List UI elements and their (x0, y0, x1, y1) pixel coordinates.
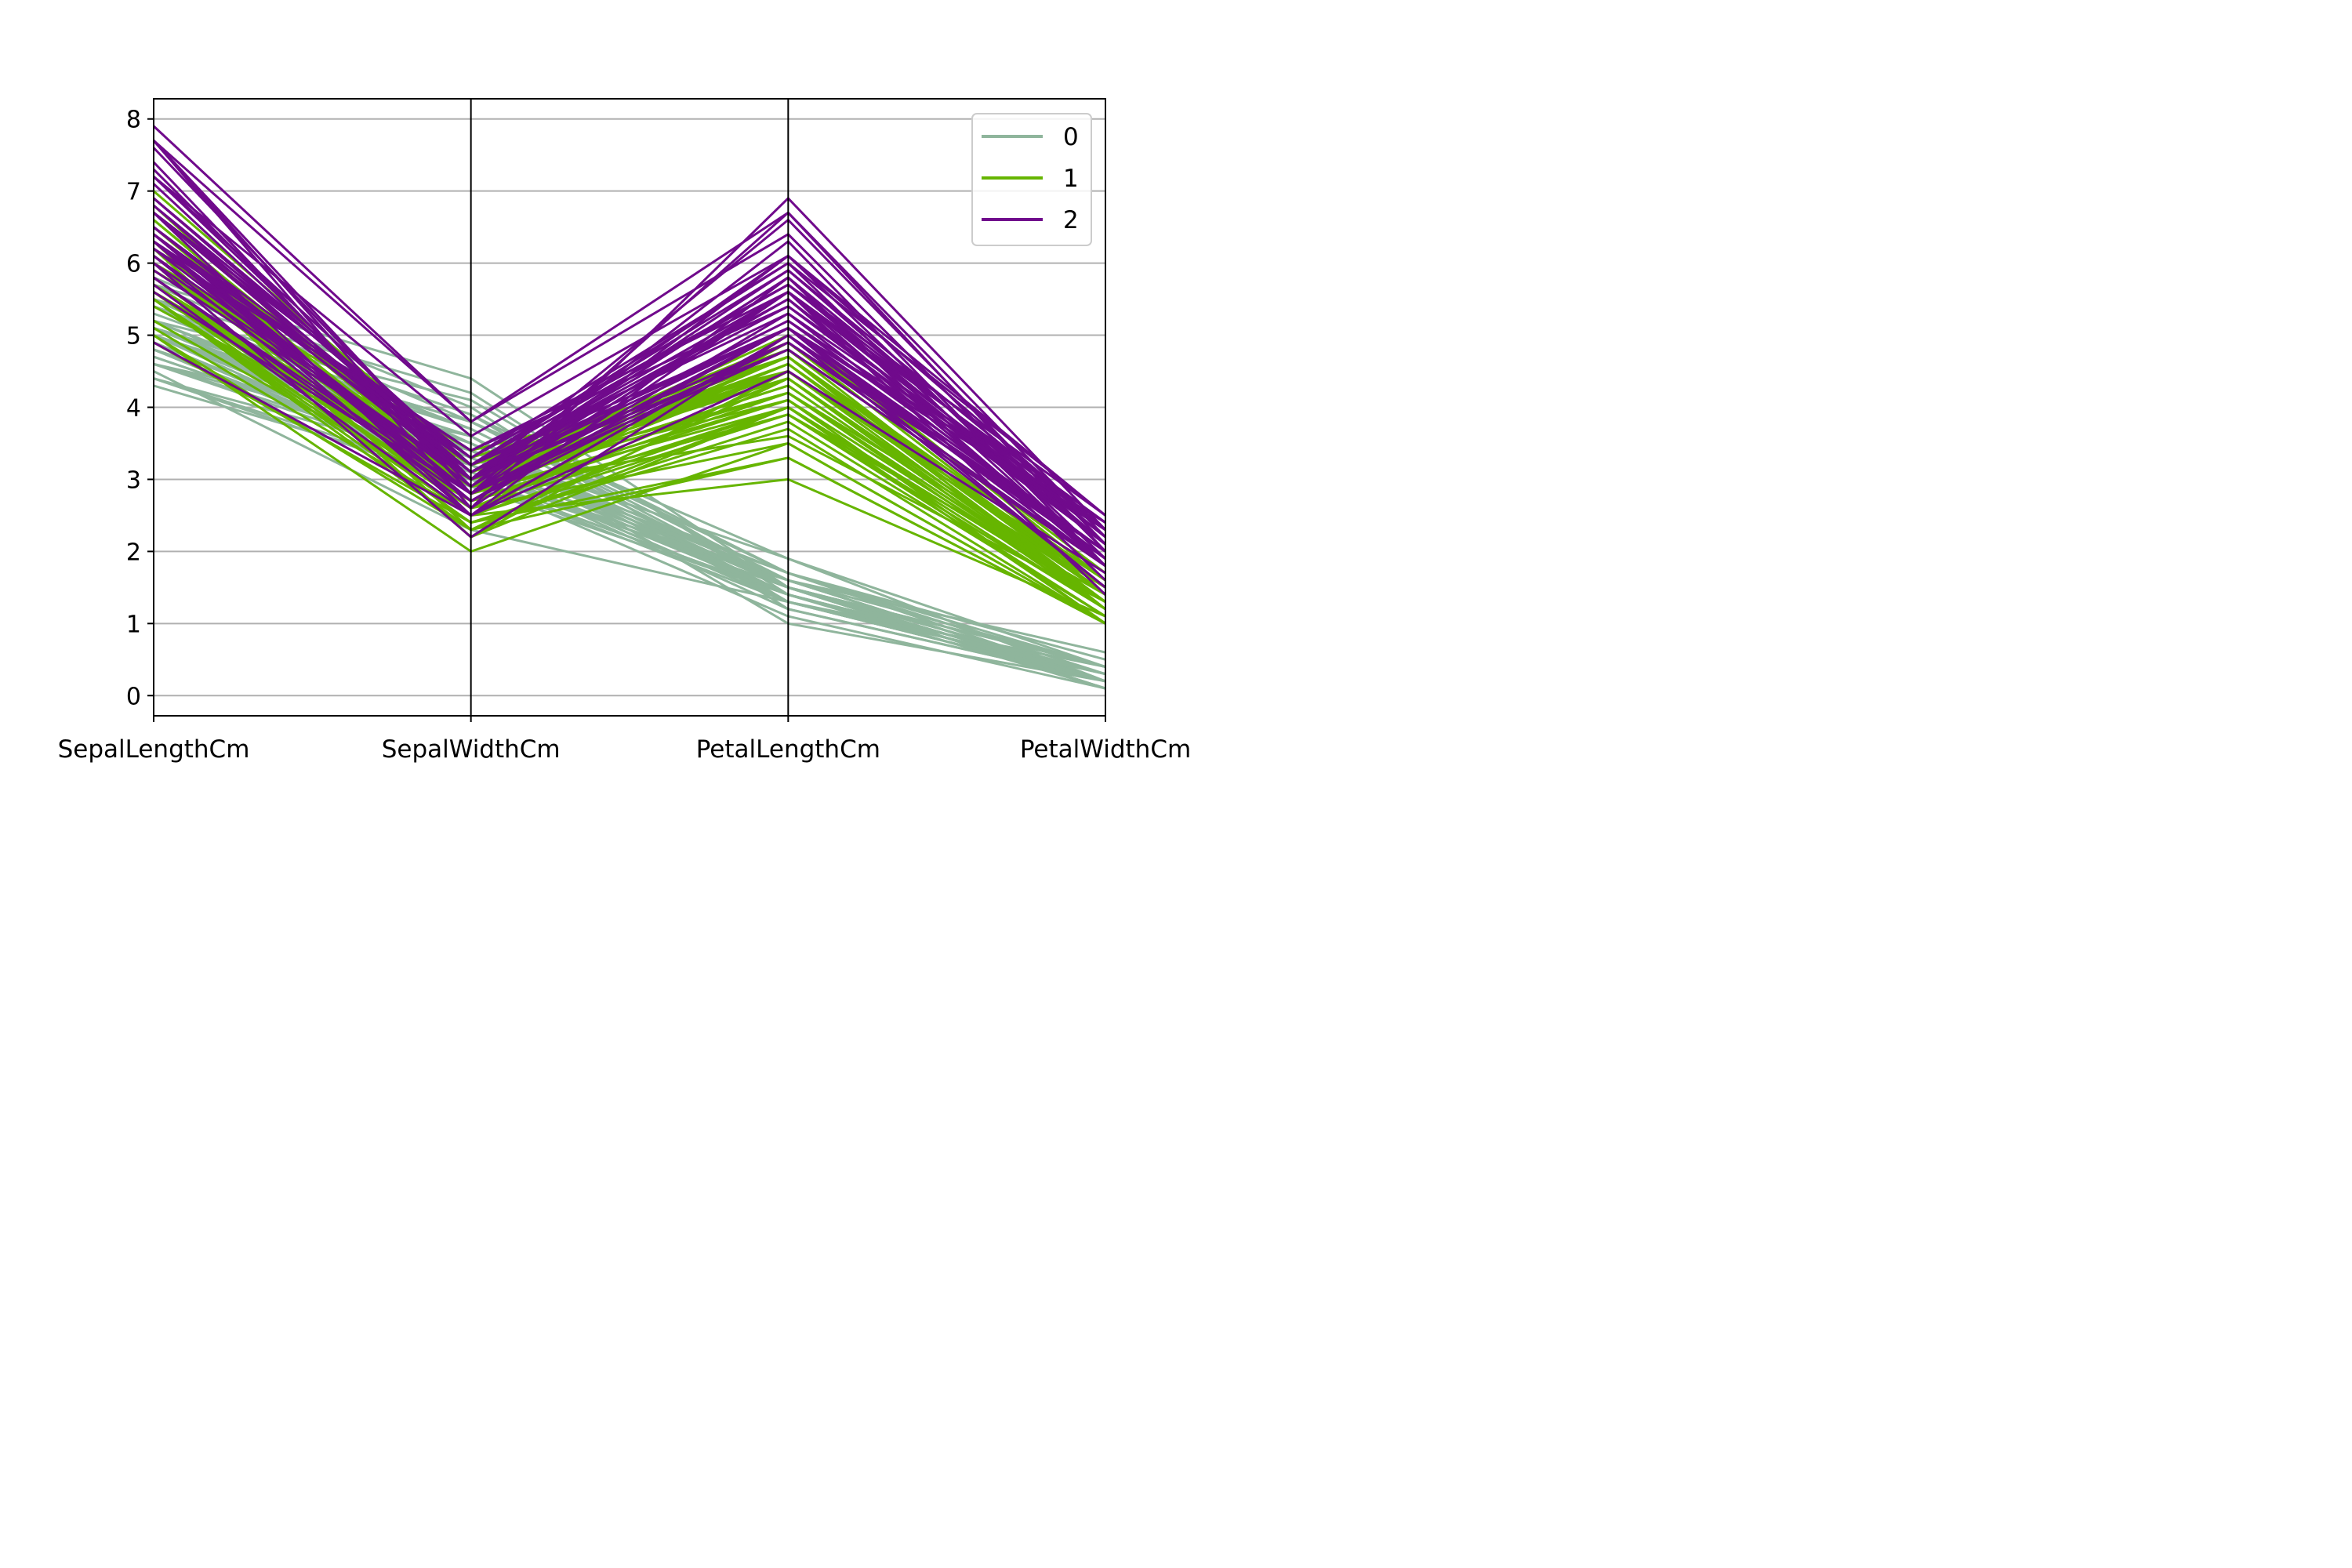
series-1-line-39 (153, 298, 1106, 603)
ytick-label-8: 8 (126, 107, 141, 134)
y-axis-ticks: 0 1 2 3 4 5 6 7 8 (126, 107, 154, 710)
ytick-label-7: 7 (126, 179, 141, 206)
xtick-label-SepalLengthCm: SepalLengthCm (58, 735, 250, 764)
series-1-line-31 (153, 298, 1106, 625)
series-1-line-43 (153, 334, 1106, 625)
legend-label-0: 0 (1063, 123, 1079, 151)
xtick-label-PetalLengthCm: PetalLengthCm (696, 735, 880, 764)
ytick-label-2: 2 (126, 539, 141, 566)
series-2-line-49 (153, 269, 1106, 568)
chart-svg: 0 1 2 3 4 5 6 7 8 SepalLengthCm SepalWidthCm Petal… (58, 98, 1191, 764)
xtick-label-PetalWidthCm: PetalWidthCm (1020, 735, 1191, 764)
series-1-line-48 (153, 327, 1106, 618)
series-2-line-17 (153, 140, 1107, 539)
ytick-label-6: 6 (126, 251, 141, 278)
series-2-line-19 (153, 262, 1106, 589)
series-2-line-9 (153, 176, 1106, 517)
legend-label-2: 2 (1063, 206, 1079, 234)
ytick-label-3: 3 (126, 466, 141, 494)
series-2-line-40 (153, 212, 1106, 524)
series-2-line-48 (153, 247, 1106, 532)
ytick-label-5: 5 (126, 323, 141, 350)
series-2-line-32 (153, 233, 1106, 539)
series-2-line-44 (153, 212, 1106, 517)
series-2-line-42 (153, 276, 1106, 560)
data-lines (152, 125, 1107, 690)
series-2 (152, 125, 1107, 596)
series-2-line-47 (153, 226, 1106, 553)
ytick-label-4: 4 (126, 395, 141, 423)
legend: 0 1 2 (971, 113, 1092, 246)
x-axis-ticks: SepalLengthCm SepalWidthCm PetalLengthCm Pe… (58, 716, 1191, 764)
parallel-coordinates-chart: 0 1 2 3 4 5 6 7 8 SepalLengthCm SepalWidthCm Petal… (0, 0, 1223, 815)
series-2-line-22 (152, 140, 1107, 553)
xtick-label-SepalWidthCm: SepalWidthCm (382, 735, 561, 764)
ytick-label-1: 1 (126, 611, 141, 638)
ytick-label-0: 0 (126, 683, 141, 710)
series-2-line-6 (153, 341, 1106, 575)
legend-label-1: 1 (1063, 165, 1079, 193)
